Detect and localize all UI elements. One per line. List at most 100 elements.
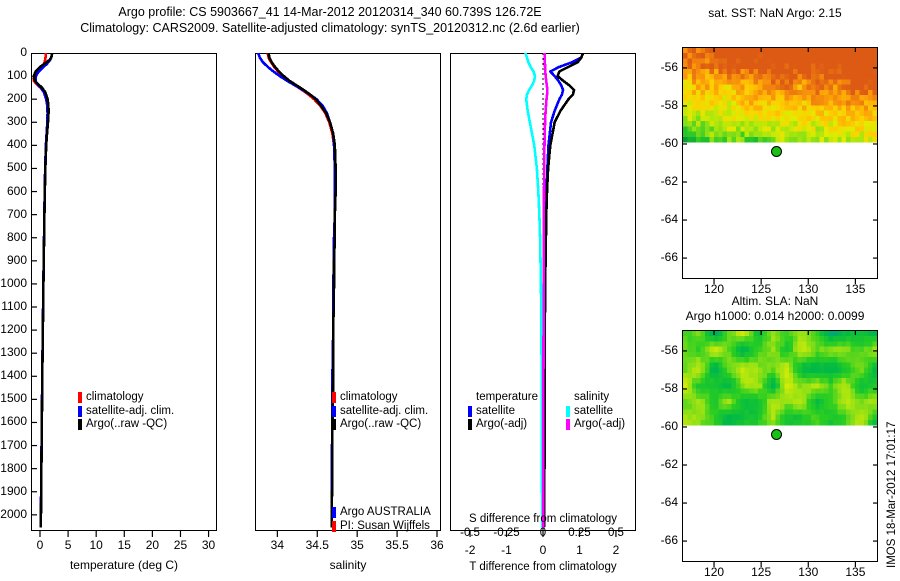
salinity-axis-tick-labels: 34 34.5 35 35.5 36 bbox=[255, 538, 444, 554]
depth-tick-label: 1300 bbox=[0, 345, 27, 360]
legend-group-heading: temperature bbox=[476, 391, 539, 403]
map-lon-tick-label: 120 bbox=[704, 282, 725, 296]
map-lat-tick-label: -64 bbox=[660, 495, 678, 510]
map-lon-tick-label: 125 bbox=[751, 282, 772, 296]
legend-color-swatch bbox=[468, 419, 472, 431]
legend-label: satellite-adj. clim. bbox=[340, 404, 429, 417]
sla-map-float-marker bbox=[771, 429, 782, 440]
axis-tick-label: 10 bbox=[89, 538, 103, 552]
legend-label: climatology bbox=[340, 391, 398, 403]
temperature-axis-tick-labels: 0 5 10 15 20 25 30 bbox=[31, 538, 217, 554]
map-lat-tick-label: -58 bbox=[660, 380, 678, 395]
temperature-difference-axis-label: T difference from climatology bbox=[469, 561, 617, 573]
map-lat-tick-label: -56 bbox=[660, 59, 678, 74]
axis-tick-label: 35.5 bbox=[385, 538, 409, 552]
depth-tick-label: 200 bbox=[6, 91, 27, 106]
legend-entry: satellite-adj. clim. bbox=[332, 405, 428, 419]
depth-tick-label: 1200 bbox=[0, 322, 27, 337]
legend-color-swatch bbox=[78, 419, 82, 431]
sla-map-lon-labels: 120 125 130 135 bbox=[682, 565, 878, 581]
legend-group-heading: salinity bbox=[574, 391, 610, 403]
map-lon-tick-label: 130 bbox=[798, 282, 819, 296]
legend-entry: satellite bbox=[468, 405, 538, 419]
temperature-difference-tickmarks bbox=[469, 531, 617, 537]
legend-color-swatch bbox=[566, 419, 570, 431]
depth-tick-label: 400 bbox=[6, 137, 27, 152]
axis-tick-label: 34.5 bbox=[305, 538, 329, 552]
difference-panel-legend-temperature: temperature satellite Argo(-adj) bbox=[468, 391, 538, 432]
legend-label: Argo(-adj) bbox=[574, 418, 626, 430]
map-lon-tick-label: 125 bbox=[751, 565, 772, 579]
map-lon-tick-label: 120 bbox=[704, 565, 725, 579]
depth-tick-label: 700 bbox=[6, 206, 27, 221]
legend-entry: Argo(-adj) bbox=[468, 418, 538, 432]
sst-map-lon-labels: 120 125 130 135 bbox=[682, 282, 878, 298]
map-lat-tick-label: -62 bbox=[660, 174, 678, 189]
depth-tick-label: 2000 bbox=[0, 506, 27, 521]
legend-entry: Argo(..raw -QC) bbox=[332, 418, 428, 432]
annotation-swatch-blue bbox=[332, 507, 336, 519]
axis-tick-label: 20 bbox=[145, 538, 160, 552]
legend-color-swatch bbox=[78, 392, 82, 404]
annotation-row-pi: PI: Susan Wijffels bbox=[332, 520, 431, 534]
sla-map-tickmarks bbox=[682, 330, 878, 567]
legend-entry: satellite-adj. clim. bbox=[78, 405, 174, 419]
annotation-program-label: Argo AUSTRALIA bbox=[340, 506, 431, 518]
legend-entry: Argo(-adj) bbox=[566, 418, 625, 432]
depth-tick-label: 500 bbox=[6, 160, 27, 175]
sst-map-float-marker bbox=[771, 146, 782, 157]
legend-entry: Argo(..raw -QC) bbox=[78, 418, 174, 432]
depth-tick-label: 1100 bbox=[1, 299, 27, 313]
legend-entry: climatology bbox=[332, 391, 428, 405]
sla-raster bbox=[683, 331, 877, 426]
temperature-plot-frame bbox=[31, 53, 217, 531]
temperature-axis-label: temperature (deg C) bbox=[69, 558, 179, 572]
map-lat-tick-label: -58 bbox=[660, 97, 678, 112]
sst-map-tickmarks bbox=[682, 47, 878, 284]
sst-raster bbox=[683, 48, 877, 143]
salinity-profile-curves bbox=[256, 53, 337, 528]
axis-tick-label: 36 bbox=[430, 538, 444, 552]
figure-title-line1: Argo profile: CS 5903667_41 14-Mar-2012 … bbox=[118, 5, 542, 19]
difference-profile-curves bbox=[524, 53, 585, 531]
depth-tick-label: 1500 bbox=[0, 391, 27, 406]
depth-tick-label: 900 bbox=[6, 252, 27, 267]
figure-title-line2: Climatology: CARS2009. Satellite-adjuste… bbox=[80, 21, 580, 35]
salinity-panel-annotation: Argo AUSTRALIA PI: Susan Wijffels bbox=[332, 506, 431, 533]
salinity-panel-legend: climatology satellite-adj. clim. Argo(..ra… bbox=[332, 391, 428, 432]
temperature-profile-curves bbox=[32, 53, 54, 528]
sla-map-title-line2: Argo h1000: 0.014 h2000: 0.0099 bbox=[685, 309, 865, 323]
legend-label: satellite bbox=[476, 404, 515, 417]
legend-entry: satellite bbox=[566, 405, 625, 419]
difference-panel-legend-salinity: salinity satellite Argo(-adj) bbox=[566, 391, 625, 432]
legend-color-swatch bbox=[332, 419, 336, 431]
depth-axis-ticks: 0 100 200 300 400 500 600 700 800 900 1000 1100 1200… bbox=[0, 45, 31, 531]
axis-tick-label: -1 bbox=[501, 543, 512, 557]
legend-color-swatch bbox=[332, 392, 336, 404]
legend-color-swatch bbox=[332, 405, 336, 417]
depth-tick-label: 1400 bbox=[0, 368, 27, 383]
annotation-row-program: Argo AUSTRALIA bbox=[332, 506, 431, 520]
imos-credit: IMOS 18-Mar-2012 17:01:17 bbox=[886, 421, 898, 568]
depth-tick-label: 100 bbox=[6, 68, 27, 83]
axis-tick-label: 34 bbox=[270, 538, 285, 552]
salinity-axis-label: salinity bbox=[329, 558, 367, 572]
temperature-difference-tick-labels: -2 -1 0 1 2 bbox=[450, 543, 636, 559]
sla-map-title-line1: Altim. SLA: NaN bbox=[731, 294, 819, 308]
map-lon-tick-label: 130 bbox=[798, 565, 819, 579]
map-lat-tick-label: -60 bbox=[660, 418, 678, 433]
salinity-axis-tickmarks bbox=[276, 531, 438, 537]
axis-tick-label: 30 bbox=[201, 538, 216, 552]
map-lat-tick-label: -60 bbox=[660, 135, 678, 150]
axis-tick-label: 35 bbox=[350, 538, 364, 552]
map-lat-tick-label: -66 bbox=[660, 250, 678, 265]
annotation-swatch-red bbox=[332, 520, 336, 532]
depth-tick-label: 1900 bbox=[0, 483, 27, 498]
depth-tick-label: 1800 bbox=[0, 460, 27, 475]
depth-tick-label: 600 bbox=[6, 183, 27, 198]
legend-color-swatch bbox=[566, 405, 570, 417]
depth-tick-label: 800 bbox=[6, 229, 27, 244]
map-lon-tick-label: 135 bbox=[845, 565, 866, 579]
legend-label: Argo(-adj) bbox=[476, 418, 528, 430]
axis-tick-label: 1 bbox=[576, 543, 583, 557]
